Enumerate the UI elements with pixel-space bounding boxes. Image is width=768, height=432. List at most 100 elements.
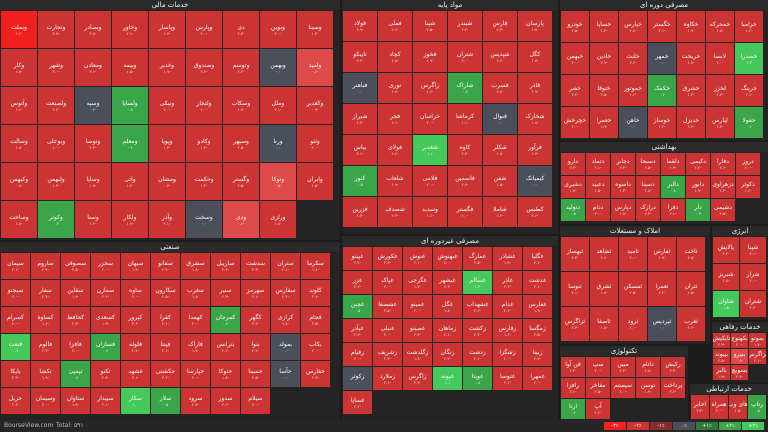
stock-tile[interactable]: سنیر ۲.۳- [211, 280, 240, 306]
stock-tile[interactable]: سفانو ۲.۲- [151, 253, 180, 279]
stock-tile[interactable]: بزاگرس۲.۱- [749, 349, 766, 364]
stock-tile[interactable]: زماهان ۲.۱- [433, 319, 462, 342]
stock-tile[interactable]: فرآور ۱.۷- [518, 135, 552, 165]
stock-tile[interactable]: ودی ۰.۶- [223, 201, 259, 238]
stock-tile[interactable]: غشصفا ۲.۵- [373, 295, 402, 318]
stock-tile[interactable]: وسالت ۱.۸- [1, 125, 37, 162]
stock-tile[interactable]: زفارس ۱.۶- [493, 319, 522, 342]
stock-tile[interactable]: تکشا ۱.۹- [31, 361, 60, 387]
stock-tile[interactable]: ستران ۲.۱- [271, 253, 300, 279]
stock-tile[interactable]: ثغرب ۲.۶- [677, 307, 705, 341]
stock-tile[interactable]: فلامی ۲.۰- [413, 166, 447, 196]
stock-tile[interactable]: بایکا ۲.۳- [1, 361, 30, 387]
stock-tile[interactable]: غگرجی ۱.۷- [403, 271, 432, 294]
stock-tile[interactable]: خفنر ۲.۲- [561, 75, 589, 106]
stock-tile[interactable]: فملی ۲.۶- [378, 11, 412, 41]
stock-tile[interactable]: غفارس ۱.۹- [523, 295, 552, 318]
stock-tile[interactable]: دسبحا ۲.۵- [636, 153, 660, 175]
stock-tile[interactable]: حفارس ۲.۳- [301, 361, 330, 387]
stock-tile[interactable]: حپارسا ۲.۰- [181, 361, 210, 387]
stock-tile[interactable]: وتجارت ۲.۹- [38, 11, 74, 48]
stock-tile[interactable]: شبندر ۲.۴- [448, 11, 482, 41]
sector-utilities[interactable]: خدمات رفاهی تاپکیش ۲.۳- بکهنوج ۲.۰- بموتو ۱.۷… [712, 322, 768, 382]
stock-tile[interactable]: خاذین ۲.۹- [590, 43, 618, 74]
stock-tile[interactable]: زکشت ۲.۲- [463, 319, 492, 342]
stock-tile[interactable]: بپیوند ۲.۵- [713, 349, 730, 364]
stock-tile[interactable]: وآذر ۲.۱- [149, 201, 185, 238]
stock-tile[interactable]: فاراک ۱.۷- [181, 334, 210, 360]
stock-tile[interactable]: شپدیس ۲.۶- [483, 42, 517, 72]
stock-tile[interactable]: خصدرا ۱.۳ [735, 43, 763, 74]
stock-tile[interactable]: سقاین ۱.۴- [61, 280, 90, 306]
stock-tile[interactable]: ورازی ۱.۸- [260, 201, 296, 238]
stock-tile[interactable]: خریخت ۱.۷- [677, 43, 705, 74]
stock-tile[interactable]: دشیمی ۲.۵- [711, 199, 735, 221]
stock-tile[interactable]: کگل ۱.۷- [518, 42, 552, 72]
stock-tile[interactable]: وتوصا ۲.۳- [75, 125, 111, 162]
stock-tile[interactable]: دروز ۲.۰- [736, 153, 760, 175]
stock-tile[interactable]: خموتور ۲.۶- [619, 75, 647, 106]
stock-tile[interactable]: وکبهمن ۰.۸- [1, 163, 37, 200]
stock-tile[interactable]: زاگرس ۲.۳- [403, 367, 432, 390]
stock-tile[interactable]: غشهد ۲.۱- [121, 361, 150, 387]
sector-real-estate[interactable]: املاک و مستغلات ثبهساز ۲.۳- ثشاهد ۲.۶- ثامید… [560, 226, 710, 344]
stock-tile[interactable]: وسخت ۰.۰ [186, 201, 222, 238]
stock-tile[interactable]: غمارگ ۲.۵- [463, 247, 492, 270]
stock-tile[interactable]: وتوسم ۲.۲- [223, 49, 259, 86]
stock-tile[interactable]: ثشرق ۱.۷- [590, 272, 618, 306]
stock-tile[interactable]: دارو ۲.۳- [561, 153, 585, 175]
stock-tile[interactable]: ددام ۲.۰- [586, 199, 610, 221]
stock-tile[interactable]: خدیزل ۱.۶- [677, 107, 705, 138]
stock-tile[interactable]: سشرق ۱.۸- [181, 253, 210, 279]
stock-tile[interactable]: دکوثر ۱.۶- [736, 176, 760, 198]
stock-tile[interactable]: شتران ۲.۴- [740, 291, 766, 317]
stock-tile[interactable]: سهرمز ۲.۱- [241, 280, 270, 306]
sector-financial[interactable]: خدمات مالی وبملت ۲.۶- وتجارت ۲.۹- وبصادر ۲.۸-… [0, 0, 340, 240]
stock-tile[interactable]: ارتا ۰.۴ [561, 399, 585, 419]
stock-tile[interactable]: غزر ۲.۲- [343, 271, 372, 294]
stock-tile[interactable]: خلنت ۲.۶- [619, 43, 647, 74]
stock-tile[interactable]: ثاصفا ۱.۸- [590, 307, 618, 341]
stock-tile[interactable]: ونیکی ۲.۰- [149, 87, 185, 124]
stock-tile[interactable]: سصوفی ۲.۵- [61, 253, 90, 279]
stock-tile[interactable]: رتاپ ۰.۵ [748, 395, 766, 419]
stock-tile[interactable]: زکوثر ۰.۰ [343, 367, 372, 390]
stock-tile[interactable]: ولکار ۱.۹- [112, 201, 148, 238]
stock-tile[interactable]: سغرب ۱.۸- [181, 280, 210, 306]
stock-tile[interactable]: غدام ۲.۶- [493, 295, 522, 318]
stock-tile[interactable]: وسکاب ۱.۷- [223, 87, 259, 124]
stock-tile[interactable]: تاپیکو ۲.۲- [343, 42, 377, 72]
stock-tile[interactable]: سپ ۲.۰- [586, 357, 610, 377]
stock-tile[interactable]: وبصادر ۲.۸- [75, 11, 111, 48]
stock-tile[interactable]: تکنو ۲.۴- [91, 361, 120, 387]
stock-tile[interactable]: وثنو ۲.۰- [297, 125, 333, 162]
stock-tile[interactable]: ثزاگرس ۲.۴- [561, 307, 589, 341]
stock-tile[interactable]: کگهر ۲.۲- [241, 307, 270, 333]
stock-tile[interactable]: غصینو ۲.۴- [403, 319, 432, 342]
stock-tile[interactable]: سیمان ۲.۱- [1, 253, 30, 279]
stock-tile[interactable]: ثرود ۲.۰- [619, 307, 647, 341]
stock-tile[interactable]: فاسمین ۲.۴- [448, 166, 482, 196]
sector-health[interactable]: بهداشتی دارو ۲.۳- دتماد ۲.۱- دجابر ۲.۴- دسبحا ۲… [560, 142, 768, 224]
stock-tile[interactable]: ثفارس ۱.۹- [648, 237, 676, 271]
stock-tile[interactable]: خزامیا ۱.۶- [735, 11, 763, 42]
stock-tile[interactable]: وسپهر ۲.۵- [223, 125, 259, 162]
stock-tile[interactable]: سفارس ۲.۲- [271, 280, 300, 306]
stock-tile[interactable]: سفار ۲.۷- [31, 280, 60, 306]
sector-technology[interactable]: تکنولوژی فن آوا ۲.۲- سپ ۲.۰- مبین ۲.۴- داتام ۱.… [560, 346, 688, 420]
stock-tile[interactable]: ولتجار ۱.۰- [186, 87, 222, 124]
stock-tile[interactable]: وساخت ۱.۷- [1, 201, 37, 238]
stock-tile[interactable]: آپ ۲.۶- [586, 399, 610, 419]
stock-tile[interactable]: زشریف ۲.۳- [373, 343, 402, 366]
stock-tile[interactable]: شصدف ۲.۲- [378, 197, 412, 227]
stock-tile[interactable]: بپاس ۲.۱- [343, 135, 377, 165]
stock-tile[interactable]: دشیری ۱.۷- [561, 176, 585, 198]
stock-tile[interactable]: ستاوان ۱.۹- [61, 388, 90, 414]
stock-tile[interactable]: غگلپا ۲.۶- [523, 247, 552, 270]
stock-tile[interactable]: کاوه ۲.۲- [448, 135, 482, 165]
stock-tile[interactable]: بموتو ۱.۷- [749, 333, 766, 348]
stock-tile[interactable]: داتام ۱.۸- [636, 357, 660, 377]
stock-tile[interactable]: کرازی ۱.۸- [271, 307, 300, 333]
stock-tile[interactable]: لابسا ۲.۰- [706, 43, 734, 74]
stock-tile[interactable]: خرینگ ۱.۱- [735, 75, 763, 106]
